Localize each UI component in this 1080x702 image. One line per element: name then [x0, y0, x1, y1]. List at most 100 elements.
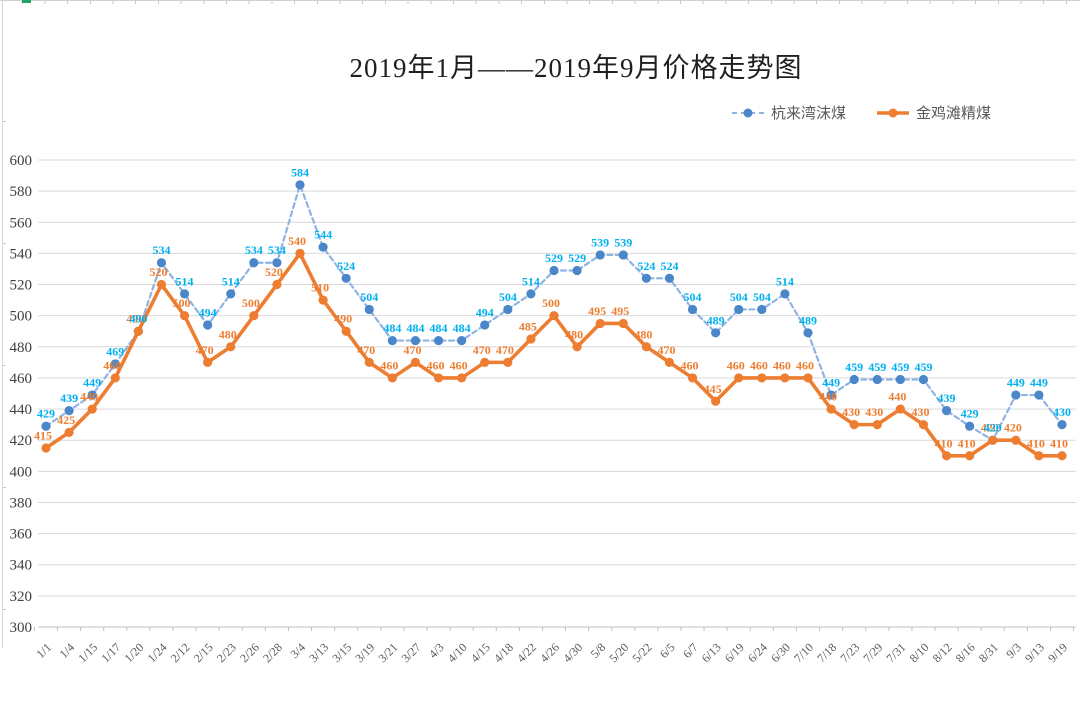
series-0-data-point	[687, 304, 698, 315]
series-0-data-label: 534	[268, 243, 286, 257]
series-1-data-point	[203, 357, 213, 367]
series-1-data-point	[526, 334, 536, 344]
x-axis-tick-label: 4/3	[426, 640, 447, 661]
x-axis-tick-label: 1/1	[33, 640, 54, 661]
series-0-data-label: 524	[660, 259, 678, 273]
series-1-data-label: 410	[958, 436, 976, 450]
series-1-data-label: 440	[888, 390, 906, 404]
series-0-data-point	[410, 335, 421, 346]
series-1-data-label: 485	[519, 320, 537, 334]
x-axis-tick-label: 7/10	[791, 640, 816, 665]
series-0-data-point	[711, 328, 721, 338]
x-axis-tick-label: 1/24	[145, 640, 170, 665]
chart-legend[interactable]: 杭来湾沫煤 金鸡滩精煤	[731, 102, 991, 123]
series-0-data-point	[803, 328, 813, 338]
series-1-data-label: 440	[80, 390, 98, 404]
series-1-data-point	[711, 396, 721, 406]
series-1-data-point	[226, 342, 236, 352]
series-1-data-point	[941, 451, 952, 461]
series-1-data-point	[895, 404, 905, 414]
series-1-data-label: 420	[981, 421, 999, 435]
series-1-data-point	[133, 326, 143, 336]
x-axis-tick-label: 4/30	[560, 640, 585, 665]
series-1-data-point	[572, 342, 582, 352]
y-axis-tick-label: 520	[10, 278, 33, 294]
x-axis-tick-label: 4/18	[491, 640, 516, 665]
series-1-data-point	[734, 373, 744, 383]
series-1-data-label: 480	[565, 327, 583, 341]
series-1-data-point	[780, 373, 790, 383]
series-0-data-point	[341, 273, 351, 283]
series-0-data-point	[780, 289, 790, 299]
series-1-data-label: 470	[496, 343, 514, 357]
x-axis-tick-label: 3/4	[287, 640, 308, 661]
worksheet-green-tick	[22, 0, 31, 3]
x-axis-tick-label: 5/22	[629, 640, 654, 665]
series-1-data-point	[295, 248, 305, 258]
series-0-data-point	[1011, 390, 1021, 400]
x-axis-tick-label: 3/15	[329, 640, 354, 665]
y-axis-tick-label: 540	[10, 246, 33, 262]
series-0-data-label: 490	[129, 312, 147, 326]
series-0-data-label: 484	[383, 321, 401, 335]
x-axis-tick-label: 5/20	[606, 640, 631, 665]
series-1-data-label: 460	[103, 358, 121, 372]
series-1-data-label: 470	[403, 343, 421, 357]
series-0-data-point	[895, 374, 905, 385]
chart-title[interactable]: 2019年1月——2019年9月价格走势图	[349, 53, 803, 83]
series-0-data-point	[872, 374, 882, 385]
x-axis-tick-label: 7/31	[883, 640, 908, 665]
x-axis-tick-label: 1/17	[98, 640, 123, 665]
series-1-data-point	[272, 279, 282, 290]
series-0-data-label: 514	[222, 274, 240, 288]
series-0-data-label: 484	[406, 321, 424, 335]
series-1-data-point	[110, 373, 120, 383]
series-0-data-label: 534	[245, 243, 263, 257]
series-0-data-label: 534	[152, 243, 170, 257]
y-axis-tick-label: 340	[10, 558, 33, 574]
x-axis-tick-label: 4/22	[514, 640, 539, 665]
legend-dashed-dot-marker-icon	[732, 108, 764, 117]
worksheet-top-gridline	[0, 0, 1080, 5]
series-1-data-point	[318, 295, 328, 305]
series-1-data-point	[41, 443, 51, 453]
x-axis-tick-label: 6/5	[657, 640, 678, 661]
series-1-data-label: 460	[380, 358, 398, 372]
legend-label-hanglaiwan: 杭来湾沫煤	[771, 106, 847, 122]
series-0-data-label: 529	[545, 251, 563, 265]
series-1-data-label: 520	[265, 265, 283, 279]
x-axis-tick-label: 3/21	[375, 640, 400, 665]
x-axis-tick-label: 4/10	[445, 640, 470, 665]
series-0-data-label: 459	[914, 360, 932, 374]
legend-item-jinjitan[interactable]: 金鸡滩精煤	[876, 102, 991, 123]
x-axis-tick-label: 6/13	[699, 640, 724, 665]
series-1-data-label: 500	[542, 296, 560, 310]
x-axis-tick-label: 3/27	[399, 640, 424, 665]
series-0-data-label: 484	[453, 321, 471, 335]
series-1-data-label: 460	[796, 358, 814, 372]
x-axis-tick-label: 2/15	[191, 640, 216, 665]
y-axis-tick-label: 360	[10, 527, 33, 543]
series-0-data-label: 539	[591, 235, 609, 249]
series-1-data-label: 500	[173, 296, 191, 310]
series-1-data-point	[503, 357, 513, 367]
series-1-data-point	[849, 420, 859, 430]
x-axis-tick-label: 8/31	[976, 640, 1001, 665]
series-0-data-label: 449	[822, 376, 840, 390]
series-0-data-point	[1057, 420, 1067, 430]
y-axis-tick-label: 320	[10, 589, 33, 605]
series-0-data-label: 494	[476, 306, 494, 320]
series-0-data-point	[595, 250, 605, 260]
x-axis-tick-label: 9/3	[1003, 640, 1024, 661]
x-axis-tick-label: 6/30	[768, 640, 793, 665]
legend-item-hanglaiwan[interactable]: 杭来湾沫煤	[731, 102, 846, 123]
series-1-data-point	[364, 357, 374, 367]
series-0-data-point	[457, 335, 467, 346]
series-0-data-point	[64, 406, 74, 416]
x-axis-tick-label: 8/10	[907, 640, 932, 665]
series-0-data-label: 459	[891, 360, 909, 374]
x-axis-tick-label: 1/20	[121, 640, 146, 665]
series-1-data-point	[872, 420, 882, 430]
